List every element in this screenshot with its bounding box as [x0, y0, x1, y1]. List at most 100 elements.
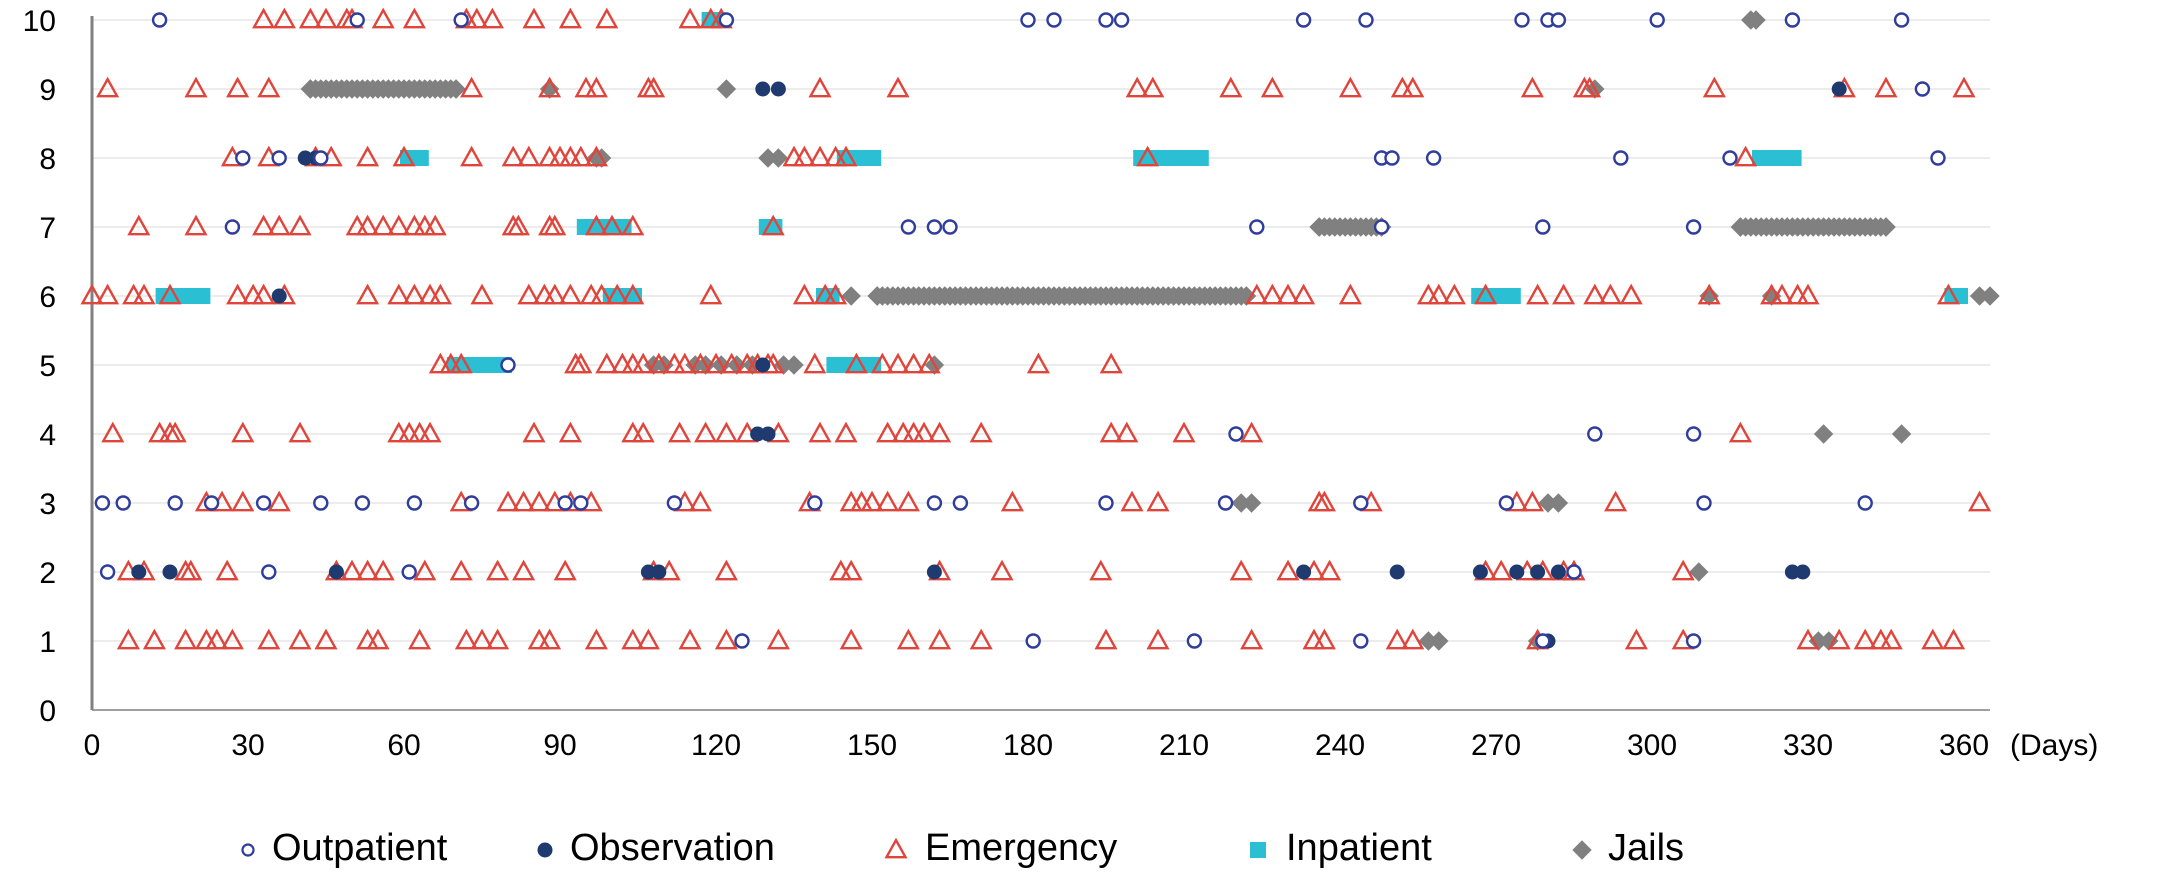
emergency-point	[460, 76, 484, 98]
emergency-point	[1136, 145, 1160, 167]
emergency-point	[226, 76, 250, 98]
outpatient-point	[1535, 633, 1551, 649]
emergency-point	[356, 283, 380, 305]
outpatient-point	[1685, 633, 1702, 649]
emergency-point	[116, 628, 140, 650]
legend-label: Inpatient	[1286, 827, 1432, 869]
jails-point	[841, 286, 861, 306]
emergency-point	[1219, 76, 1243, 98]
emergency-point	[527, 490, 551, 512]
emergency-point	[1827, 628, 1851, 650]
x-tick-label: 300	[1627, 729, 1677, 762]
emergency-point	[761, 214, 785, 236]
outpatient-point	[1249, 219, 1265, 235]
emergency-point	[288, 628, 312, 650]
outpatient-point	[1784, 12, 1801, 28]
observation-point	[328, 564, 344, 580]
emergency-point	[558, 421, 582, 443]
emergency-point	[1260, 283, 1284, 305]
emergency-point	[517, 283, 541, 305]
data-marks	[80, 7, 2000, 651]
emergency-point	[1734, 145, 1758, 167]
y-tick-label: 5	[39, 350, 56, 383]
emergency-point	[486, 628, 510, 650]
emergency-point	[1728, 421, 1752, 443]
emergency-point	[584, 145, 608, 167]
emergency-point	[1099, 421, 1123, 443]
outpatient-point	[734, 633, 750, 649]
emergency-point	[517, 145, 541, 167]
outpatient-point	[1353, 495, 1369, 511]
jails-point	[1980, 286, 2000, 306]
emergency-point	[678, 628, 702, 650]
emergency-point	[1952, 76, 1976, 98]
emergency-point	[340, 559, 364, 581]
outpatient-point	[1373, 219, 1390, 235]
emergency-point	[1245, 283, 1269, 305]
emergency-point	[605, 283, 629, 305]
emergency-point	[184, 76, 208, 98]
emergency-point	[402, 7, 426, 29]
outpatient-point	[271, 150, 287, 166]
outpatient-point	[313, 495, 329, 511]
emergency-point	[1770, 283, 1794, 305]
observation-point	[1550, 564, 1566, 580]
jails-point	[1689, 562, 1709, 582]
outpatient-point	[1295, 12, 1312, 28]
emergency-point	[631, 421, 655, 443]
emergency-point	[1000, 490, 1024, 512]
emergency-point	[1260, 76, 1284, 98]
outpatient-point	[926, 495, 943, 511]
emergency-point	[205, 628, 229, 650]
emergency-point	[636, 628, 660, 650]
emergency-point	[288, 214, 312, 236]
legend-marker	[241, 843, 255, 857]
emergency-point	[694, 421, 718, 443]
emergency-point	[860, 490, 884, 512]
emergency-point	[1146, 628, 1170, 650]
emergency-point	[876, 421, 900, 443]
outpatient-point	[900, 219, 917, 235]
emergency-point	[1619, 283, 1643, 305]
emergency-point	[402, 283, 426, 305]
emergency-point	[1385, 628, 1409, 650]
emergency-point	[834, 145, 858, 167]
outpatient-point	[224, 219, 241, 235]
series-outpatient	[94, 12, 1946, 649]
emergency-point	[1427, 283, 1451, 305]
outpatient-point	[354, 495, 371, 511]
jails-point	[1699, 286, 1719, 306]
emergency-point	[621, 214, 645, 236]
emergency-point	[834, 421, 858, 443]
outpatient-point	[1098, 495, 1114, 511]
jails-point	[867, 286, 887, 306]
emergency-point	[470, 283, 494, 305]
jails-point	[1309, 217, 1329, 237]
emergency-point	[1921, 628, 1945, 650]
emergency-point	[267, 214, 291, 236]
jails-point	[1730, 217, 1751, 237]
emergency-point	[1094, 628, 1118, 650]
emergency-point	[522, 7, 546, 29]
emergency-point	[480, 7, 504, 29]
legend-item-emergency: Emergency	[884, 827, 1117, 869]
emergency-point	[808, 145, 832, 167]
emergency-point	[1520, 490, 1544, 512]
emergency-point	[267, 490, 291, 512]
legend-item-outpatient: Outpatient	[241, 827, 448, 869]
emergency-point	[356, 214, 380, 236]
x-tick-label: 90	[543, 729, 576, 762]
emergency-point	[460, 145, 484, 167]
emergency-point	[590, 283, 614, 305]
jails-point	[1813, 424, 1834, 444]
emergency-point	[720, 352, 744, 374]
emergency-point	[902, 352, 926, 374]
y-tick-label: 0	[39, 695, 56, 728]
emergency-point	[1968, 490, 1992, 512]
x-tick-label: 60	[387, 729, 420, 762]
outpatient-point	[1425, 150, 1442, 166]
emergency-point	[1936, 283, 1960, 305]
x-tick-label: 120	[691, 729, 741, 762]
emergency-point	[272, 7, 296, 29]
